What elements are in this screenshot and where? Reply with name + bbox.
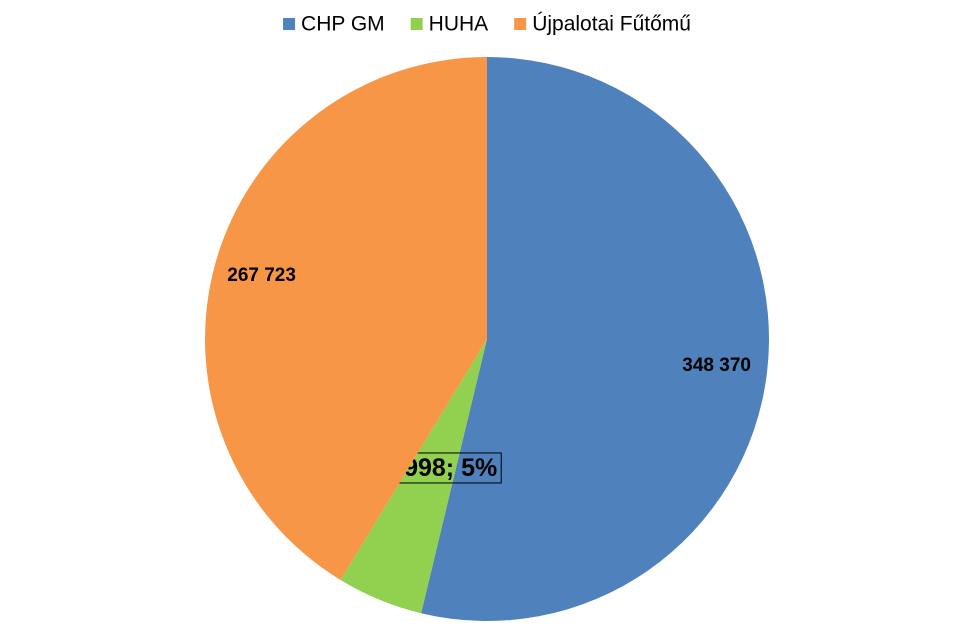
pie-slice: [205, 57, 487, 580]
legend: CHP GM HUHA Újpalotai Fűtőmű: [283, 13, 691, 36]
data-label: 267 723: [227, 265, 296, 286]
legend-label: Újpalotai Fűtőmű: [532, 13, 691, 36]
legend-label: CHP GM: [301, 13, 385, 36]
pie-slice: [340, 339, 487, 614]
pie-slice: [421, 56, 770, 621]
legend-swatch: [410, 18, 423, 30]
legend-label: HUHA: [429, 13, 489, 36]
data-label: 348 370: [682, 355, 751, 376]
legend-swatch: [514, 18, 527, 30]
legend-swatch: [283, 18, 296, 30]
